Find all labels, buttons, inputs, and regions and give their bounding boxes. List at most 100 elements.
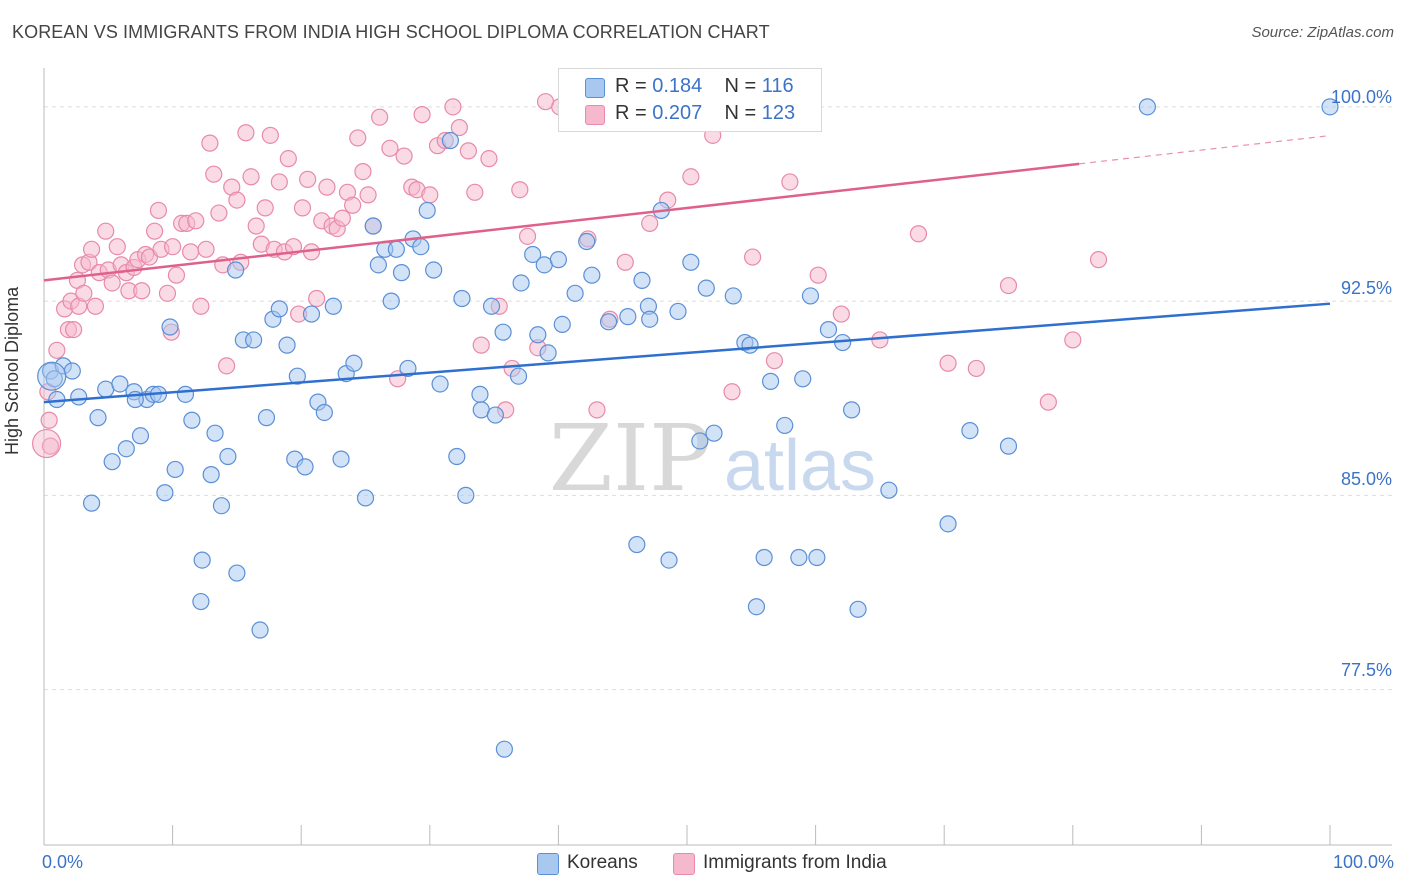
- data-point: [261, 126, 279, 144]
- data-point: [371, 108, 389, 126]
- data-point: [723, 383, 741, 401]
- data-point: [359, 186, 377, 204]
- data-point: [345, 354, 363, 372]
- data-point: [616, 253, 634, 271]
- axes: [43, 68, 1392, 846]
- r-value: 0.184: [652, 75, 703, 97]
- data-point: [237, 124, 255, 142]
- data-point: [682, 253, 700, 271]
- data-point: [75, 284, 93, 302]
- data-point: [133, 282, 151, 300]
- data-point: [628, 535, 646, 554]
- data-point: [641, 310, 659, 328]
- data-point: [193, 551, 211, 569]
- data-point: [1321, 98, 1339, 116]
- data-point: [697, 279, 715, 297]
- data-point: [808, 548, 826, 567]
- data-point: [256, 199, 274, 217]
- data-point: [97, 222, 115, 240]
- data-point: [296, 458, 314, 476]
- watermark-zip: ZIP: [549, 405, 711, 512]
- data-point: [48, 341, 66, 359]
- data-point: [421, 186, 439, 204]
- data-point: [210, 204, 228, 222]
- data-point: [149, 201, 168, 220]
- watermark-atlas: atlas: [724, 426, 876, 506]
- data-point: [801, 287, 820, 305]
- data-point: [961, 422, 979, 440]
- data-point: [412, 238, 430, 256]
- data-point: [495, 740, 513, 758]
- data-point: [288, 367, 306, 385]
- data-point: [849, 600, 867, 618]
- data-point: [909, 225, 928, 243]
- data-point: [192, 592, 210, 611]
- data-point: [441, 131, 459, 150]
- data-point: [633, 271, 651, 289]
- data-point: [512, 274, 530, 292]
- data-point: [82, 494, 101, 512]
- data-point: [278, 336, 296, 354]
- data-point: [156, 484, 174, 502]
- data-point: [871, 331, 889, 349]
- data-point: [472, 336, 490, 354]
- n-value: 123: [761, 102, 796, 124]
- koreans-swatch: [585, 78, 605, 98]
- data-point: [318, 178, 336, 196]
- data-point: [482, 297, 501, 315]
- data-point: [212, 497, 231, 515]
- data-point: [511, 181, 529, 199]
- data-point: [145, 222, 164, 240]
- data-point: [103, 453, 121, 471]
- series-india-points: [31, 93, 1108, 459]
- data-point: [219, 447, 237, 466]
- data-point: [242, 168, 260, 186]
- data-point: [549, 251, 568, 269]
- data-point: [660, 551, 678, 569]
- data-point: [781, 173, 799, 191]
- data-point: [245, 331, 263, 349]
- data-point: [206, 424, 224, 442]
- data-point: [308, 289, 326, 308]
- data-point: [1138, 98, 1156, 116]
- data-point: [176, 385, 195, 403]
- data-point: [724, 287, 742, 305]
- data-point: [682, 168, 700, 186]
- data-point: [743, 248, 762, 266]
- data-point: [251, 621, 269, 639]
- data-point: [183, 411, 201, 429]
- data-point: [108, 238, 126, 256]
- data-point: [486, 406, 504, 424]
- data-point: [117, 440, 135, 458]
- koreans-trend-line: [43, 302, 1331, 404]
- data-point: [45, 370, 63, 388]
- data-point: [201, 134, 219, 152]
- data-point: [387, 240, 405, 258]
- data-point: [765, 352, 784, 370]
- watermark: ZIP atlas: [549, 405, 876, 512]
- data-point: [691, 432, 709, 450]
- data-point: [364, 217, 382, 235]
- data-point: [299, 170, 317, 188]
- data-point: [776, 416, 794, 435]
- data-point: [747, 598, 766, 616]
- data-point: [1064, 331, 1082, 349]
- data-point: [344, 196, 362, 214]
- data-point: [832, 305, 850, 323]
- data-point: [103, 274, 121, 292]
- data-point: [111, 375, 129, 393]
- data-point: [187, 212, 205, 230]
- data-point: [382, 292, 400, 310]
- y-axis-label: High School Diploma: [2, 286, 22, 455]
- data-point: [761, 372, 780, 390]
- data-point: [192, 297, 210, 315]
- n-label: N =: [724, 102, 757, 124]
- data-point: [182, 243, 200, 261]
- data-point: [471, 385, 489, 403]
- x-tick-label-min: 0.0%: [42, 852, 84, 872]
- data-point: [583, 266, 601, 284]
- data-point: [705, 424, 723, 442]
- data-point: [354, 163, 372, 181]
- data-point: [228, 564, 246, 582]
- data-point: [444, 98, 462, 116]
